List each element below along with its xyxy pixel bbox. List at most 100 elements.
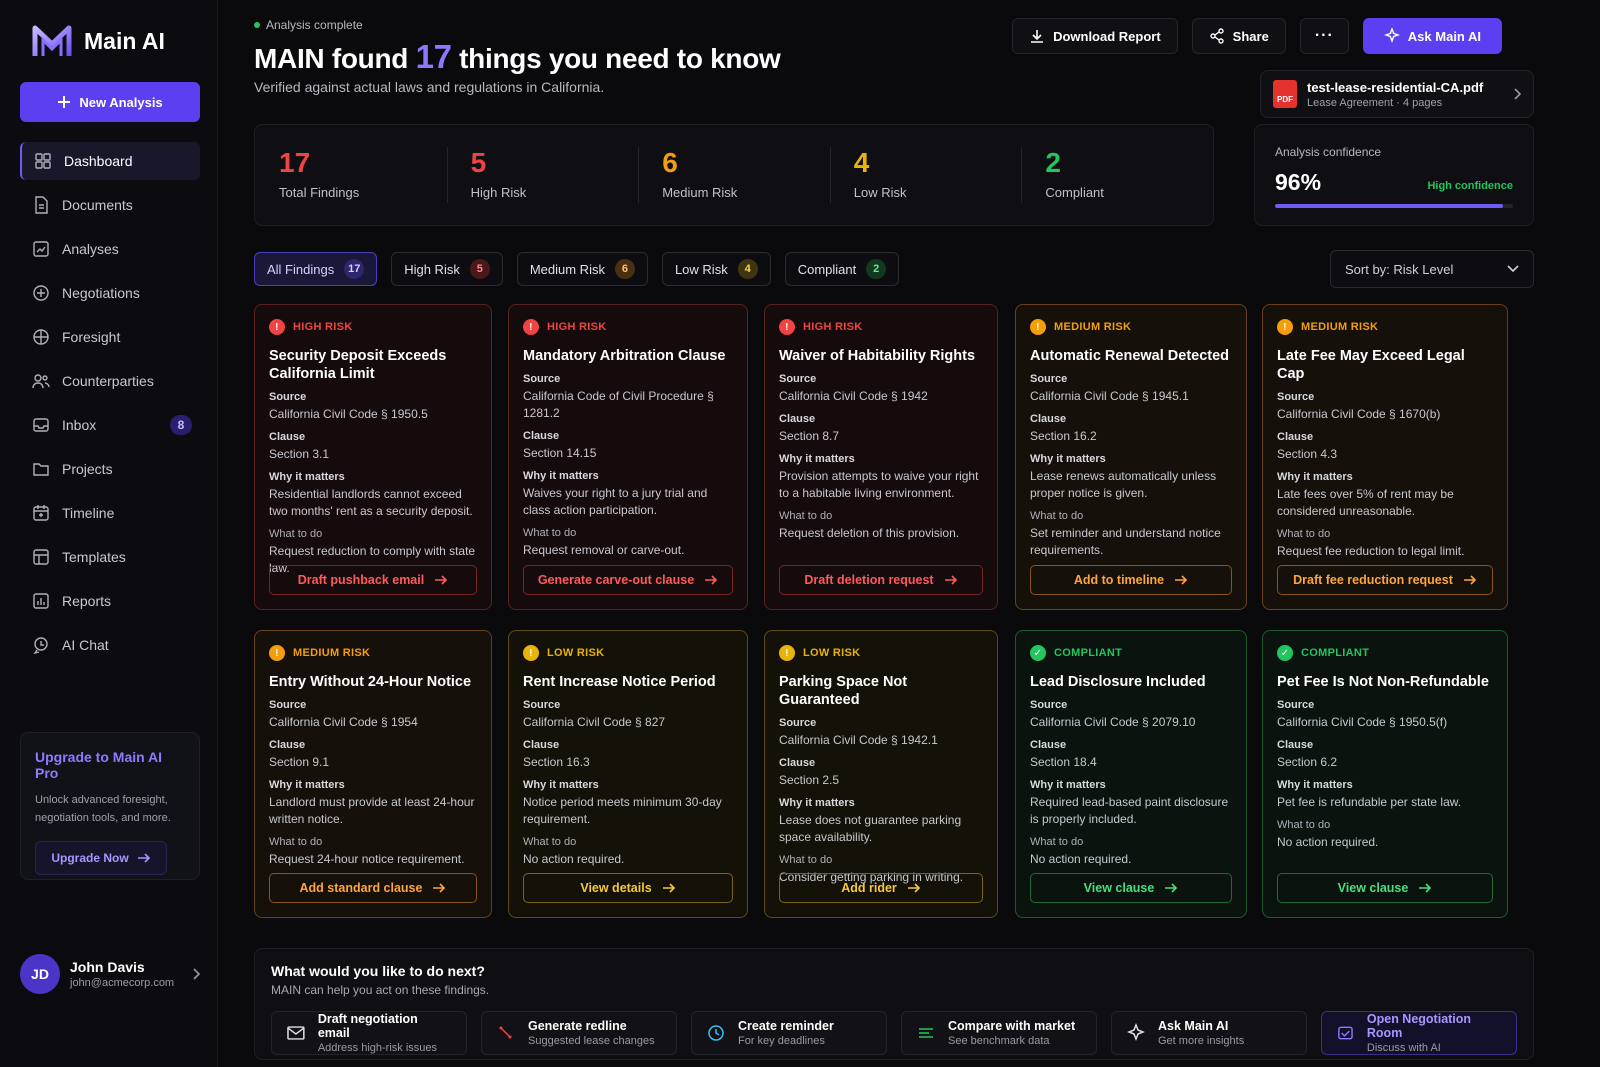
download-icon	[1031, 30, 1044, 43]
analysis-status: Analysis complete	[254, 18, 363, 32]
why-value: Pet fee is refundable per state law.	[1277, 795, 1462, 809]
sidebar-item-analyses[interactable]: Analyses	[20, 230, 200, 268]
finding-title: Waiver of Habitability Rights	[779, 348, 976, 364]
sidebar-item-counterparties[interactable]: Counterparties	[20, 362, 200, 400]
arrow-right-icon	[944, 575, 957, 585]
finding-action-button[interactable]: View clause	[1030, 873, 1232, 903]
finding-card[interactable]: ! HIGH RISK Mandatory Arbitration Clause…	[508, 304, 748, 610]
todo-value: Request fee reduction to legal limit.	[1277, 544, 1465, 558]
finding-card[interactable]: ! MEDIUM RISK Automatic Renewal Detected…	[1015, 304, 1247, 610]
why-label: Why it matters	[1030, 453, 1106, 465]
user-profile[interactable]: JD John Davis john@acmecorp.com	[20, 952, 200, 996]
next-action-create-reminder[interactable]: Create reminder For key deadlines	[691, 1011, 887, 1055]
finding-action-button[interactable]: Draft pushback email	[269, 565, 477, 595]
finding-card[interactable]: ! MEDIUM RISK Entry Without 24-Hour Noti…	[254, 630, 492, 918]
why-value: Residential landlords cannot exceed two …	[269, 487, 473, 518]
finding-card[interactable]: ✓ COMPLIANT Lead Disclosure Included Sou…	[1015, 630, 1247, 918]
sidebar-item-documents[interactable]: Documents	[20, 186, 200, 224]
finding-action-button[interactable]: Add standard clause	[269, 873, 477, 903]
calendar-icon	[33, 505, 49, 521]
next-action-subtitle: For key deadlines	[738, 1035, 825, 1047]
finding-action-button[interactable]: View clause	[1277, 873, 1493, 903]
source-value: California Civil Code § 1942	[779, 389, 928, 403]
more-options-button[interactable]: ···	[1299, 18, 1349, 54]
plus-icon	[58, 96, 71, 108]
share-button[interactable]: Share	[1191, 18, 1286, 54]
why-value: Lease does not guarantee parking space a…	[779, 813, 962, 844]
more-icon: ···	[1314, 27, 1334, 44]
download-report-button[interactable]: Download Report	[1012, 18, 1178, 54]
sidebar-item-label: Timeline	[62, 505, 115, 521]
why-value: Waives your right to a jury trial and cl…	[523, 486, 708, 517]
stat-high-risk: 5 High Risk	[446, 125, 639, 225]
new-analysis-button[interactable]: New Analysis	[20, 82, 200, 122]
filter-medium-risk[interactable]: Medium Risk 6	[516, 252, 648, 286]
confidence-value: 96%	[1275, 169, 1322, 195]
filter-label: High Risk	[404, 261, 460, 277]
ask-main-ai-button[interactable]: Ask Main AI	[1362, 18, 1502, 54]
next-action-ask-main-ai[interactable]: Ask Main AI Get more insights	[1111, 1011, 1307, 1055]
sort-dropdown[interactable]: Sort by: Risk Level	[1330, 250, 1534, 288]
todo-value: Set reminder and understand notice requi…	[1030, 526, 1221, 557]
filter-compliant[interactable]: Compliant 2	[784, 252, 900, 286]
document-file-card[interactable]: PDF test-lease-residential-CA.pdf Lease …	[1260, 70, 1534, 118]
stat-total-findings: 17 Total Findings	[255, 125, 447, 225]
action-label: Add standard clause	[299, 881, 423, 895]
sidebar-item-timeline[interactable]: Timeline	[20, 494, 200, 532]
sidebar-item-foresight[interactable]: Foresight	[20, 318, 200, 356]
filter-low-risk[interactable]: Low Risk 4	[661, 252, 771, 286]
finding-action-button[interactable]: Add to timeline	[1030, 565, 1232, 595]
finding-card[interactable]: ! MEDIUM RISK Late Fee May Exceed Legal …	[1262, 304, 1508, 610]
finding-action-button[interactable]: Generate carve-out clause	[523, 565, 733, 595]
next-action-draft-negotiation-email[interactable]: Draft negotiation email Address high-risk…	[271, 1011, 467, 1055]
risk-label: MEDIUM RISK	[1054, 321, 1132, 333]
finding-action-button[interactable]: Add rider	[779, 873, 983, 903]
filter-high-risk[interactable]: High Risk 5	[391, 252, 503, 286]
next-action-subtitle: Suggested lease changes	[528, 1035, 655, 1047]
finding-card[interactable]: ! LOW RISK Parking Space Not Guaranteed …	[764, 630, 998, 918]
todo-value: Request deletion of this provision.	[779, 526, 960, 540]
people-icon	[32, 374, 50, 389]
clause-value: Section 18.4	[1030, 755, 1097, 769]
stat-value: 17	[279, 147, 311, 178]
arrow-right-icon	[137, 853, 150, 863]
finding-action-button[interactable]: Draft fee reduction request	[1277, 565, 1493, 595]
finding-action-button[interactable]: Draft deletion request	[779, 565, 983, 595]
warning-triangle-icon: !	[1030, 319, 1046, 335]
compare-icon	[919, 1028, 933, 1038]
templates-icon	[33, 549, 49, 565]
sidebar-item-reports[interactable]: Reports	[20, 582, 200, 620]
new-analysis-label: New Analysis	[79, 94, 163, 110]
finding-title: Automatic Renewal Detected	[1030, 348, 1230, 364]
finding-card[interactable]: ! HIGH RISK Waiver of Habitability Right…	[764, 304, 998, 610]
next-action-compare-with-market[interactable]: Compare with market See benchmark data	[901, 1011, 1097, 1055]
action-label: Add to timeline	[1073, 573, 1165, 587]
next-action-open-negotiation-room[interactable]: Open Negotiation Room Discuss with AI	[1321, 1011, 1517, 1055]
sidebar-item-templates[interactable]: Templates	[20, 538, 200, 576]
risk-label: MEDIUM RISK	[293, 647, 371, 659]
sidebar-item-negotiations[interactable]: Negotiations	[20, 274, 200, 312]
upgrade-now-button[interactable]: Upgrade Now	[35, 841, 167, 875]
finding-card[interactable]: ✓ COMPLIANT Pet Fee Is Not Non-Refundabl…	[1262, 630, 1508, 918]
sparkle-icon	[1383, 28, 1400, 44]
sidebar-item-dashboard[interactable]: Dashboard	[20, 142, 200, 180]
sidebar-item-ai-chat[interactable]: AI Chat	[20, 626, 200, 664]
sidebar-item-label: Analyses	[62, 241, 119, 257]
next-action-generate-redline[interactable]: Generate redline Suggested lease changes	[481, 1011, 677, 1055]
finding-card[interactable]: ! HIGH RISK Security Deposit Exceeds Cal…	[254, 304, 492, 610]
filter-all-findings[interactable]: All Findings 17	[254, 252, 378, 286]
clause-label: Clause	[523, 430, 560, 442]
finding-card[interactable]: ! LOW RISK Rent Increase Notice Period S…	[508, 630, 748, 918]
finding-action-button[interactable]: View details	[523, 873, 733, 903]
logo[interactable]: Main AI	[32, 24, 165, 58]
filter-count-badge: 17	[344, 259, 365, 279]
source-label: Source	[1277, 699, 1315, 711]
risk-badge: ! MEDIUM RISK	[1277, 319, 1493, 335]
sidebar: Main AI New Analysis Dashboard Documents A…	[0, 0, 218, 1067]
confidence-bar-fill	[1275, 204, 1504, 208]
ask-label: Ask Main AI	[1407, 28, 1481, 44]
sidebar-item-projects[interactable]: Projects	[20, 450, 200, 488]
header-actions: Download Report Share ··· Ask Main AI	[1012, 18, 1502, 54]
risk-label: COMPLIANT	[1054, 647, 1123, 659]
sidebar-item-inbox[interactable]: Inbox 8	[20, 406, 200, 444]
